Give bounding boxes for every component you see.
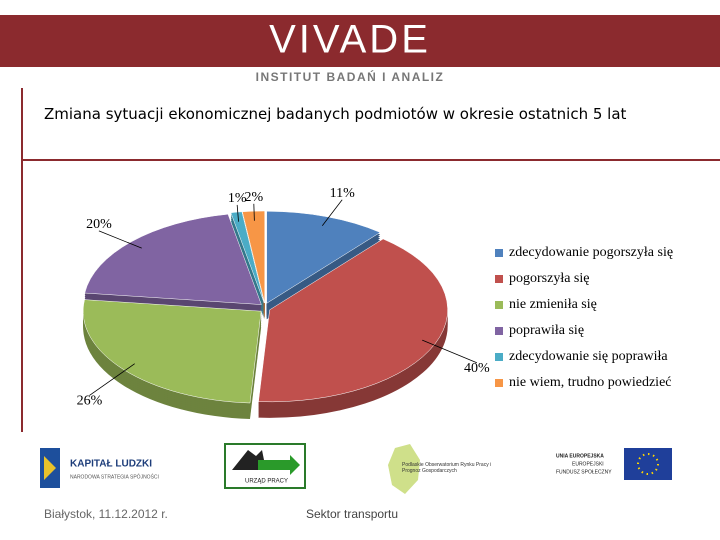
legend-swatch [495, 379, 503, 387]
slice-side [230, 217, 265, 310]
logo-shape [258, 455, 300, 475]
pie: 11% 40% 26% 20% 1%2% [77, 186, 490, 420]
slice [266, 211, 381, 304]
legend-swatch [495, 275, 503, 283]
chart-title: Zmiana sytuacji ekonomicznej badanych po… [44, 105, 627, 123]
legend-label: nie zmieniła się [509, 297, 597, 312]
legend-swatch [495, 249, 503, 257]
logo-shape [388, 444, 420, 494]
logo-shape [44, 456, 56, 480]
data-label: 2% [244, 190, 263, 205]
slice [230, 211, 265, 304]
legend-label: zdecydowanie się poprawiła [509, 349, 668, 364]
logo-text: UNIA EUROPEJSKA [556, 453, 604, 459]
footer-date: Białystok, 11.12.2012 r. [44, 507, 168, 521]
logo-obserwatorium: Podlaskie Obserwatorium Rynku Pracy i Pr… [388, 444, 492, 494]
logo-text: EUROPEJSKI [572, 461, 604, 467]
legend-label: nie wiem, trudno powiedzieć [509, 375, 672, 390]
legend-swatch [495, 327, 503, 335]
legend-label: zdecydowanie pogorszyła się [509, 245, 673, 260]
logo-text-box: Podlaskie Obserwatorium Rynku Pracy i Pr… [402, 462, 492, 474]
eu-flag [624, 448, 672, 480]
slice [258, 238, 448, 403]
slice [242, 210, 265, 304]
slice-side [230, 215, 265, 308]
logo-text: KAPITAŁ LUDZKI [70, 459, 152, 470]
legend-label: poprawiła się [509, 323, 584, 338]
footer-sector: Sektor transportu [306, 507, 398, 521]
legend-label: pogorszyła się [509, 271, 589, 286]
brand-subtitle: INSTITUT BADAŃ I ANALIZ [256, 69, 445, 84]
data-label: 26% [77, 394, 103, 409]
legend-swatch [495, 301, 503, 309]
legend: zdecydowanie pogorszyła się pogorszyła si… [495, 245, 673, 390]
leader-line [253, 203, 255, 221]
slice-side [230, 219, 265, 312]
slice [82, 299, 262, 404]
brand: VIVADE [269, 18, 431, 62]
leader-line [236, 204, 239, 222]
slice-side [230, 213, 265, 306]
legend-swatch [495, 353, 503, 361]
logo-shape [232, 450, 266, 470]
eu-stars [637, 453, 659, 475]
logo-urzad-pracy: URZĄD PRACY [224, 443, 306, 489]
data-label: 11% [330, 186, 355, 201]
logo-text: URZĄD PRACY [245, 479, 288, 485]
leader-line [321, 199, 343, 227]
logo-text: FUNDUSZ SPOŁECZNY [556, 469, 612, 475]
logo-text: Podlaskie Obserwatorium Rynku Pracy i Pr… [402, 462, 492, 474]
header-band [0, 15, 720, 67]
logo-text: NARODOWA STRATEGIA SPÓJNOŚCI [70, 472, 159, 480]
data-label: 20% [86, 217, 112, 232]
title-box: Zmiana sytuacji ekonomicznej badanych po… [44, 105, 627, 123]
data-label: 40% [464, 361, 490, 376]
slice [84, 213, 262, 305]
leader-line [89, 363, 135, 396]
logo-ue: UNIA EUROPEJSKA EUROPEJSKI FUNDUSZ SPOŁE… [556, 448, 672, 480]
leader-line [422, 339, 477, 364]
data-label: 1% [228, 191, 247, 206]
logo-kapital-ludzki: KAPITAŁ LUDZKI NARODOWA STRATEGIA SPÓJNO… [40, 448, 159, 488]
leader-line [98, 230, 142, 249]
